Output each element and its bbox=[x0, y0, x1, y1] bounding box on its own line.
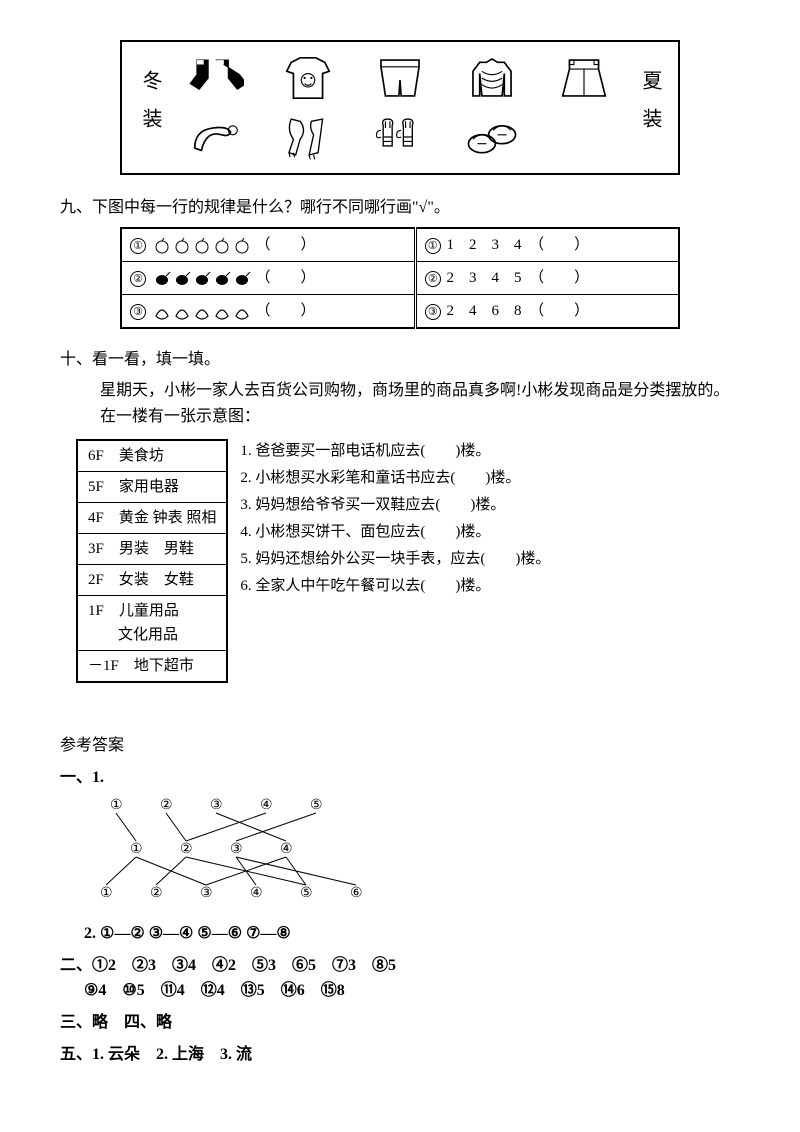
ans-2b: ⑨4 ⑩5 ⑪4 ⑫4 ⑬5 ⑭6 ⑮8 bbox=[84, 978, 740, 1004]
floor-row: 2F 女装 女鞋 bbox=[77, 565, 227, 596]
svg-text:④: ④ bbox=[260, 798, 273, 813]
clothes-sorting-box: 冬装 夏装 bbox=[120, 40, 680, 175]
q10-item: 6. 全家人中午吃午餐可以去( )楼。 bbox=[240, 574, 740, 598]
pattern-left-2: ② （ ） bbox=[121, 261, 415, 294]
scarf-icon bbox=[280, 113, 336, 161]
svg-text:⑥: ⑥ bbox=[350, 886, 363, 901]
q10-questions: 1. 爸爸要买一部电话机应去( )楼。 2. 小彬想买水彩笔和童话书应去( )楼… bbox=[240, 439, 740, 601]
svg-text:②: ② bbox=[150, 886, 163, 901]
floor-row: 6F 美食坊 bbox=[77, 440, 227, 472]
floor-row: 5F 家用电器 bbox=[77, 472, 227, 503]
apple-row-icon bbox=[152, 236, 252, 254]
q9-heading: 九、下图中每一行的规律是什么？哪行不同哪行画"√"。 bbox=[60, 195, 740, 221]
pattern-right-3: ③ 2 4 6 8 （ ） bbox=[415, 294, 679, 328]
answer-matching-diagram: ① ② ③ ④ ⑤ ① ② ③ ④ ① ② ③ ④ ⑤ ⑥ bbox=[80, 795, 400, 905]
hat-icon bbox=[188, 113, 244, 161]
svg-text:④: ④ bbox=[250, 886, 263, 901]
svg-text:①: ① bbox=[130, 842, 143, 857]
ans-1-2: 2. ①—② ③—④ ⑤—⑥ ⑦—⑧ bbox=[84, 921, 740, 947]
svg-text:③: ③ bbox=[200, 886, 213, 901]
q10-heading: 十、看一看，填一填。 bbox=[60, 347, 740, 373]
svg-text:①: ① bbox=[100, 886, 113, 901]
pattern-right-2: ② 2 3 4 5 （ ） bbox=[415, 261, 679, 294]
ans-1-head: 一、1. bbox=[60, 765, 740, 791]
pattern-left-1: ① （ ） bbox=[121, 228, 415, 262]
floor-row: 4F 黄金 钟表 照相 bbox=[77, 503, 227, 534]
floor-row: 3F 男装 男鞋 bbox=[77, 534, 227, 565]
q10-item: 2. 小彬想买水彩笔和童话书应去( )楼。 bbox=[240, 466, 740, 490]
svg-text:①: ① bbox=[110, 798, 123, 813]
ans-5: 五、1. 云朵 2. 上海 3. 流 bbox=[60, 1042, 740, 1068]
q10-item: 5. 妈妈还想给外公买一块手表，应去( )楼。 bbox=[240, 547, 740, 571]
answers-section: 参考答案 一、1. ① ② ③ ④ ⑤ ① ② ③ ④ ① ② ③ ④ ⑤ ⑥ 2. ①—② ③—④ ⑤… bbox=[60, 733, 740, 1067]
clothes-icons bbox=[170, 48, 630, 167]
leaf-row-icon bbox=[152, 302, 252, 320]
skirt-icon bbox=[556, 54, 612, 102]
sweater-icon bbox=[464, 54, 520, 102]
q10-item: 3. 妈妈想给爷爷买一双鞋应去( )楼。 bbox=[240, 493, 740, 517]
svg-text:⑤: ⑤ bbox=[310, 798, 323, 813]
ans-3: 三、略 四、略 bbox=[60, 1010, 740, 1036]
pineapple-row-icon bbox=[152, 269, 252, 287]
svg-text:③: ③ bbox=[230, 842, 243, 857]
floor-row: －1F 地下超市 bbox=[77, 651, 227, 683]
svg-text:②: ② bbox=[160, 798, 173, 813]
shorts-icon bbox=[372, 54, 428, 102]
pattern-table: ① （ ） ① 1 2 3 4 （ ） ② （ ） ② 2 3 4 5 （ ） … bbox=[120, 227, 680, 329]
svg-text:⑤: ⑤ bbox=[300, 886, 313, 901]
ans-2a: 二、①2 ②3 ③4 ④2 ⑤3 ⑥5 ⑦3 ⑧5 bbox=[60, 953, 740, 979]
gloves-icon bbox=[372, 113, 428, 161]
svg-text:③: ③ bbox=[210, 798, 223, 813]
pattern-right-1: ① 1 2 3 4 （ ） bbox=[415, 228, 679, 262]
q10-item: 4. 小彬想买饼干、面包应去( )楼。 bbox=[240, 520, 740, 544]
tshirt-icon bbox=[280, 54, 336, 102]
winter-label: 冬装 bbox=[130, 70, 170, 146]
q10-intro: 星期天，小彬一家人去百货公司购物，商场里的商品真多啊!小彬发现商品是分类摆放的。… bbox=[100, 378, 740, 429]
pattern-left-3: ③ （ ） bbox=[121, 294, 415, 328]
floor-table: 6F 美食坊 5F 家用电器 4F 黄金 钟表 照相 3F 男装 男鞋 2F 女… bbox=[76, 439, 228, 683]
socks-icon bbox=[188, 54, 244, 102]
svg-text:②: ② bbox=[180, 842, 193, 857]
summer-label: 夏装 bbox=[630, 70, 670, 146]
sandals-icon bbox=[464, 113, 520, 161]
answers-title: 参考答案 bbox=[60, 733, 740, 759]
q10-item: 1. 爸爸要买一部电话机应去( )楼。 bbox=[240, 439, 740, 463]
floor-row: 1F 儿童用品 文化用品 bbox=[77, 596, 227, 651]
svg-text:④: ④ bbox=[280, 842, 293, 857]
